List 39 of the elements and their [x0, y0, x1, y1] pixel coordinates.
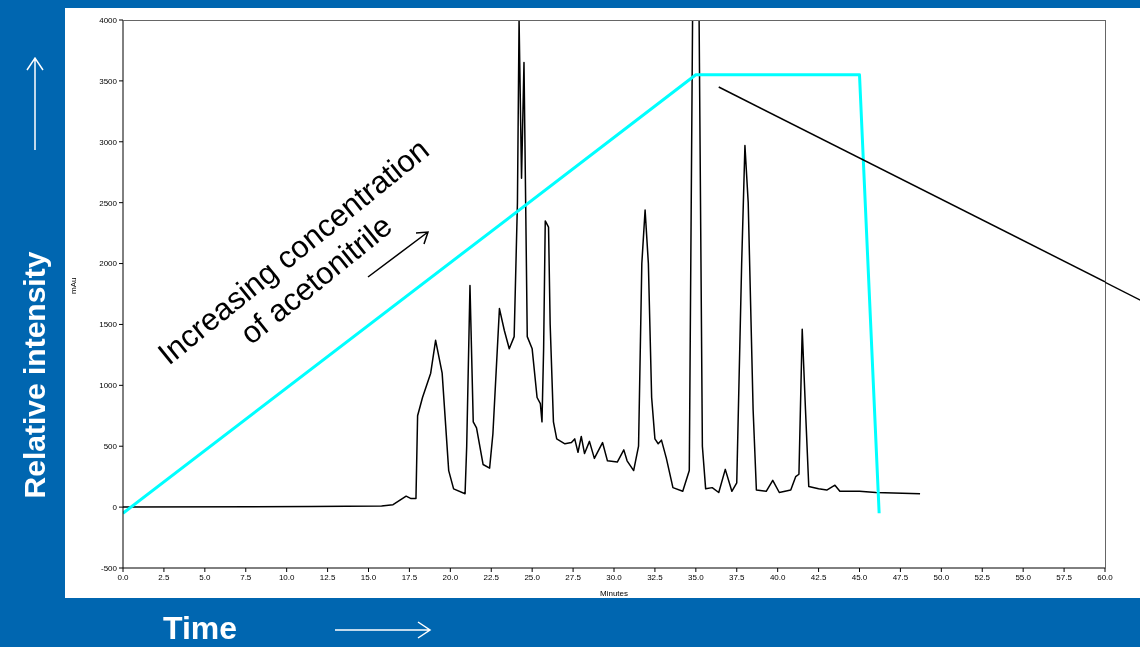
- y-tick-label: 500: [103, 442, 118, 452]
- x-tick-label: 35.0: [688, 572, 705, 582]
- x-tick-label: 7.5: [240, 572, 252, 582]
- y-tick-label: 1500: [99, 320, 118, 330]
- y-tick-label: 1000: [99, 381, 118, 391]
- x-tick-label: 47.5: [892, 572, 909, 582]
- y-tick-label: 3000: [99, 137, 118, 147]
- y-tick-label: 2500: [99, 198, 118, 208]
- x-tick-label: 10.0: [278, 572, 295, 582]
- x-tick-label: 17.5: [401, 572, 418, 582]
- x-tick-label: 22.5: [483, 572, 500, 582]
- y-tick-label: 2000: [99, 259, 118, 269]
- x-tick-label: 2.5: [158, 572, 171, 582]
- x-tick-label: 40.0: [769, 572, 786, 582]
- x-tick-label: 37.5: [728, 572, 746, 582]
- x-tick-label: 20.0: [442, 572, 459, 582]
- text: Relative intensity: [17, 250, 52, 501]
- x-tick-label: 60.0: [1097, 572, 1114, 582]
- text: Time: [163, 610, 238, 646]
- x-tick-label: 42.5: [810, 572, 827, 582]
- x-tick-label: 5.0: [199, 572, 211, 582]
- y-tick-label: 0: [112, 502, 118, 512]
- x-tick-label: 27.5: [565, 572, 582, 582]
- x-tick-label: 32.5: [647, 572, 664, 582]
- x-tick-label: 12.5: [319, 572, 336, 582]
- x-tick-label: 0.0: [117, 572, 130, 582]
- x-tick-label: 15.0: [360, 572, 377, 582]
- x-tick-label: 25.0: [524, 572, 541, 582]
- x-axis-title: Minutes: [599, 589, 629, 598]
- y-tick-label: 4000: [99, 15, 118, 25]
- x-tick-label: 52.5: [974, 572, 991, 582]
- y-tick-label: 3500: [99, 76, 118, 86]
- x-tick-label: 45.0: [851, 572, 868, 582]
- x-tick-label: 50.0: [933, 572, 950, 582]
- x-tick-label: 57.5: [1056, 572, 1073, 582]
- y-axis-title: mAu: [68, 277, 78, 294]
- x-tick-label: 30.0: [606, 572, 623, 582]
- x-tick-label: 55.0: [1015, 572, 1032, 582]
- y-tick-label: -500: [100, 563, 118, 573]
